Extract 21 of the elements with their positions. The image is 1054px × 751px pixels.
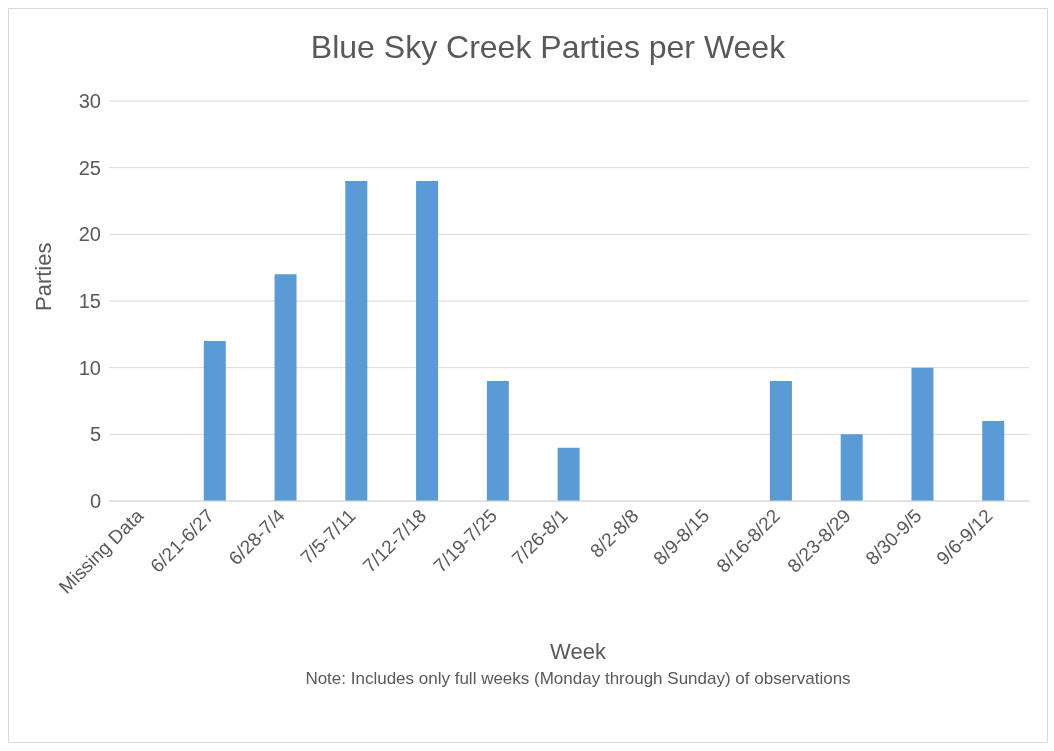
bar bbox=[345, 181, 368, 501]
bar bbox=[982, 421, 1005, 501]
bar bbox=[557, 447, 580, 501]
y-tick-label: 5 bbox=[89, 423, 101, 446]
bar bbox=[769, 381, 792, 501]
y-tick-label: 25 bbox=[78, 156, 101, 179]
y-tick-label: 0 bbox=[89, 490, 101, 513]
chart-title: Blue Sky Creek Parties per Week bbox=[309, 28, 787, 67]
y-tick-label: 15 bbox=[78, 290, 101, 313]
bar bbox=[911, 367, 934, 501]
y-tick-label: 30 bbox=[78, 90, 101, 113]
text: Note: Includes only full weeks (Monday through Sunday) of observations bbox=[304, 669, 852, 689]
y-tick-label: 10 bbox=[78, 356, 101, 379]
bar bbox=[274, 274, 297, 501]
y-axis-title: Parties bbox=[31, 242, 57, 311]
y-tick-label: 20 bbox=[78, 223, 101, 246]
x-axis-title: Week bbox=[549, 639, 607, 665]
bar bbox=[840, 434, 863, 501]
bar bbox=[416, 181, 439, 501]
bar bbox=[486, 381, 509, 501]
bar bbox=[203, 341, 226, 501]
